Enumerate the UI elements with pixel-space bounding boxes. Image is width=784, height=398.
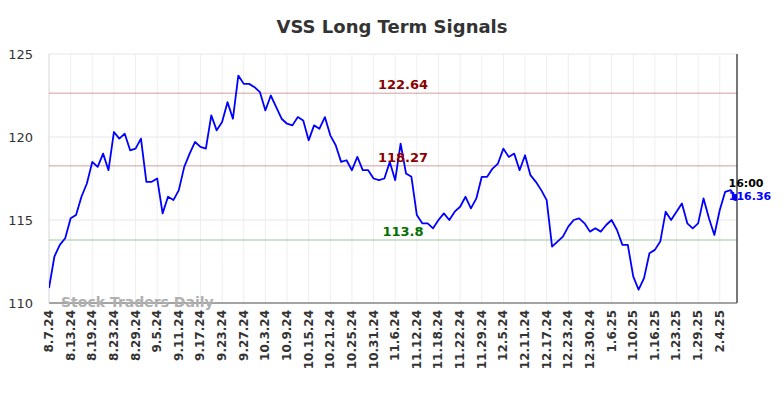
x-tick-label: 11.29.24 xyxy=(475,310,489,369)
y-tick-label: 125 xyxy=(8,47,33,62)
title: VSS Long Term Signals xyxy=(277,16,508,37)
x-tick-label: 2.4.25 xyxy=(713,310,727,353)
x-tick-label: 10.21.24 xyxy=(323,310,337,369)
grid-line xyxy=(460,54,461,303)
grid-line xyxy=(49,54,737,55)
grid-line xyxy=(113,54,114,303)
reference-label: 113.8 xyxy=(382,224,423,239)
grid-line xyxy=(568,54,569,303)
y-tick-label: 110 xyxy=(8,296,33,311)
x-tick-label: 9.11.24 xyxy=(172,310,186,361)
x-tick-label: 8.29.24 xyxy=(129,310,143,361)
grid-line xyxy=(265,54,266,303)
price-line xyxy=(49,76,736,290)
y-tick-label: 120 xyxy=(8,130,33,145)
grid-line xyxy=(676,54,677,303)
grid-line xyxy=(351,54,352,303)
grid-line xyxy=(222,54,223,303)
grid-line xyxy=(178,54,179,303)
x-tick-label: 12.30.24 xyxy=(583,310,597,369)
x-tick-label: 1.23.25 xyxy=(669,310,683,361)
reference-line xyxy=(49,92,737,94)
x-tick-label: 8.23.24 xyxy=(107,310,121,361)
grid-line xyxy=(200,54,201,303)
grid-line xyxy=(287,54,288,303)
last-value: 116.36 xyxy=(729,190,772,203)
y-tick-label: 115 xyxy=(8,213,33,228)
grid-line xyxy=(135,54,136,303)
grid-line xyxy=(49,220,737,221)
grid-line xyxy=(70,54,71,303)
x-tick-label: 1.16.25 xyxy=(648,310,662,361)
x-tick-label: 1.6.25 xyxy=(605,310,619,353)
grid-line xyxy=(546,54,547,303)
x-tick-label: 10.25.24 xyxy=(345,310,359,369)
x-tick-label: 10.3.24 xyxy=(258,310,272,361)
x-tick-label: 1.10.25 xyxy=(626,310,640,361)
x-tick-label: 1.29.25 xyxy=(691,310,705,361)
x-tick-label: 9.27.24 xyxy=(237,310,251,361)
x-tick-label: 11.12.24 xyxy=(410,310,424,369)
plot-edge xyxy=(49,54,50,303)
grid-line xyxy=(438,54,439,303)
grid-line xyxy=(243,54,244,303)
x-tick-label: 9.5.24 xyxy=(150,310,164,353)
grid-line xyxy=(308,54,309,303)
grid-line xyxy=(698,54,699,303)
x-tick-label: 12.23.24 xyxy=(561,310,575,369)
grid-line xyxy=(719,54,720,303)
x-tick-label: 10.15.24 xyxy=(302,310,316,369)
x-tick-label: 8.7.24 xyxy=(42,310,56,353)
reference-line xyxy=(49,239,737,241)
grid-line xyxy=(633,54,634,303)
x-tick-label: 9.23.24 xyxy=(215,310,229,361)
grid-line xyxy=(589,54,590,303)
x-tick-label: 10.31.24 xyxy=(367,310,381,369)
grid-line xyxy=(525,54,526,303)
last-time: 16:00 xyxy=(728,177,763,190)
grid-line xyxy=(92,54,93,303)
grid-line xyxy=(503,54,504,303)
x-tick-label: 12.17.24 xyxy=(540,310,554,369)
x-tick-label: 9.17.24 xyxy=(193,310,207,361)
grid-line xyxy=(49,137,737,138)
x-tick-label: 8.19.24 xyxy=(85,310,99,361)
x-tick-label: 12.11.24 xyxy=(518,310,532,369)
grid-line xyxy=(330,54,331,303)
x-tick-label: 10.9.24 xyxy=(280,310,294,361)
grid-line xyxy=(49,54,50,303)
x-tick-label: 11.18.24 xyxy=(431,310,445,369)
reference-line xyxy=(49,165,737,167)
x-tick-label: 12.5.24 xyxy=(496,310,510,361)
x-tick-label: 11.22.24 xyxy=(453,310,467,369)
x-tick-label: 11.6.24 xyxy=(388,310,402,361)
grid-line xyxy=(611,54,612,303)
reference-label: 118.27 xyxy=(378,150,428,165)
grid-line xyxy=(654,54,655,303)
watermark: Stock Traders Daily xyxy=(61,294,214,310)
reference-label: 122.64 xyxy=(378,77,428,92)
x-tick-label: 8.13.24 xyxy=(64,310,78,361)
